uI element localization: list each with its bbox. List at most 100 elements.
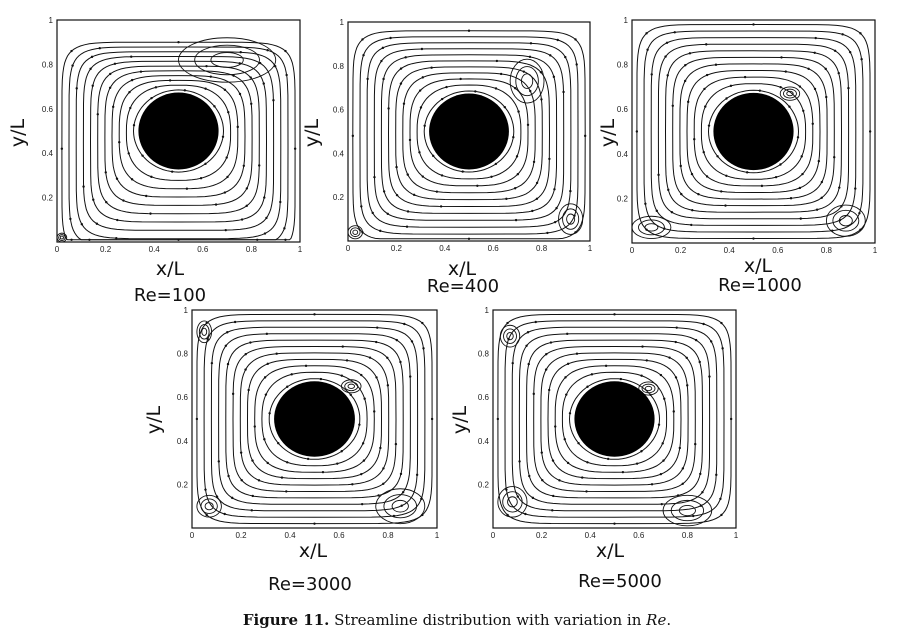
flow-arrow	[820, 180, 824, 184]
flow-arrow	[113, 62, 117, 65]
flow-arrow	[801, 172, 804, 176]
flow-arrow	[399, 82, 403, 85]
y-tick-label: 0.4	[177, 437, 189, 446]
flow-arrow	[494, 162, 498, 166]
flow-arrow	[336, 462, 339, 465]
flow-arrow	[80, 223, 84, 226]
flow-arrow	[104, 171, 107, 174]
secondary-vortex	[194, 44, 260, 76]
secondary-vortex	[783, 88, 797, 99]
flow-arrow	[382, 77, 385, 81]
flow-arrow	[796, 136, 800, 139]
flow-arrow	[382, 482, 385, 485]
flow-arrow	[290, 373, 293, 376]
flow-arrow	[752, 23, 755, 26]
streamline	[540, 352, 689, 486]
flow-arrow	[225, 156, 228, 159]
streamline	[239, 352, 390, 486]
flow-arrow	[395, 193, 399, 197]
flow-arrow	[575, 352, 579, 355]
flow-arrow	[284, 238, 287, 241]
flow-arrow	[204, 87, 207, 90]
flow-arrow	[265, 216, 268, 220]
flow-arrow	[613, 313, 616, 316]
flow-arrow	[253, 425, 256, 428]
secondary-vortex	[562, 208, 580, 230]
x-tick-label: 0	[346, 244, 351, 253]
flow-arrow	[779, 163, 782, 166]
flow-arrow	[679, 164, 682, 168]
flow-arrow	[556, 38, 559, 42]
x-tick-label: 0.8	[682, 531, 694, 540]
y-tick-label: 0.6	[617, 105, 629, 114]
flow-arrow	[505, 197, 508, 201]
flow-arrow	[496, 417, 500, 421]
flow-arrow	[807, 67, 810, 70]
y-axis-label: y/L	[143, 405, 165, 434]
secondary-vortex	[349, 227, 361, 238]
caption-text: Streamline distribution with variation i…	[329, 611, 647, 629]
flow-arrow	[408, 138, 412, 142]
flow-arrow	[272, 99, 275, 102]
secondary-vortex	[200, 498, 218, 514]
flow-arrow	[362, 53, 365, 57]
secondary-vortex	[566, 213, 576, 225]
flow-arrow	[657, 173, 660, 177]
flow-arrow	[399, 360, 402, 364]
flow-arrow	[693, 138, 696, 141]
secondary-vortex	[638, 219, 665, 236]
x-tick-label: 0	[190, 531, 195, 540]
flow-arrow	[707, 124, 711, 127]
flow-arrow	[387, 107, 390, 110]
flow-arrow	[98, 47, 101, 50]
streamline	[409, 78, 529, 187]
flow-arrow	[583, 134, 587, 138]
y-tick-label: 0.2	[617, 194, 629, 203]
flow-arrow	[686, 384, 689, 387]
x-axis-label: x/L	[744, 255, 773, 277]
flow-arrow	[224, 228, 227, 232]
flow-arrow	[549, 341, 553, 344]
flow-arrow	[285, 461, 289, 464]
flow-arrow	[250, 102, 253, 106]
flow-arrow	[395, 338, 398, 342]
flow-arrow	[373, 410, 376, 413]
secondary-vortex	[506, 332, 514, 341]
streamline	[210, 326, 419, 512]
flow-arrow	[814, 36, 817, 40]
y-tick-label: 1	[485, 306, 490, 315]
secondary-vortex	[670, 499, 705, 522]
flow-arrow	[663, 397, 666, 400]
secondary-vortex	[779, 86, 801, 101]
streamline	[104, 70, 253, 206]
streamline	[132, 89, 225, 173]
flow-arrow	[720, 190, 723, 193]
flow-arrow	[409, 375, 412, 378]
flow-arrow	[400, 504, 403, 507]
flow-arrow	[280, 476, 284, 479]
reynolds-label: Re=3000	[268, 574, 352, 595]
flow-arrow	[89, 67, 92, 71]
flow-arrow	[360, 205, 363, 208]
flow-arrow	[670, 210, 674, 214]
flow-arrow	[69, 217, 72, 221]
streamline-panel: 0 0.2 0.2 0.4 0.4 0.6 0.6 0.8 0.8 1 1 x/L y/L Re=3000	[143, 306, 440, 595]
flow-arrow	[82, 185, 85, 188]
flow-arrow	[461, 170, 464, 173]
flow-arrow	[421, 76, 425, 79]
flow-arrow	[848, 50, 852, 54]
flow-arrow	[552, 75, 556, 79]
flow-arrow	[130, 55, 133, 58]
flow-arrow	[91, 84, 94, 87]
flow-arrow	[798, 186, 802, 190]
flow-arrow	[581, 476, 584, 479]
streamline	[511, 326, 718, 512]
secondary-vortex	[178, 37, 277, 83]
flow-arrow	[635, 462, 639, 465]
x-tick-label: 1	[588, 244, 593, 253]
flow-arrow	[800, 155, 803, 158]
flow-arrow	[659, 373, 663, 377]
flow-arrow	[815, 208, 819, 211]
y-tick-label: 0.4	[333, 149, 345, 158]
flow-arrow	[224, 344, 228, 347]
